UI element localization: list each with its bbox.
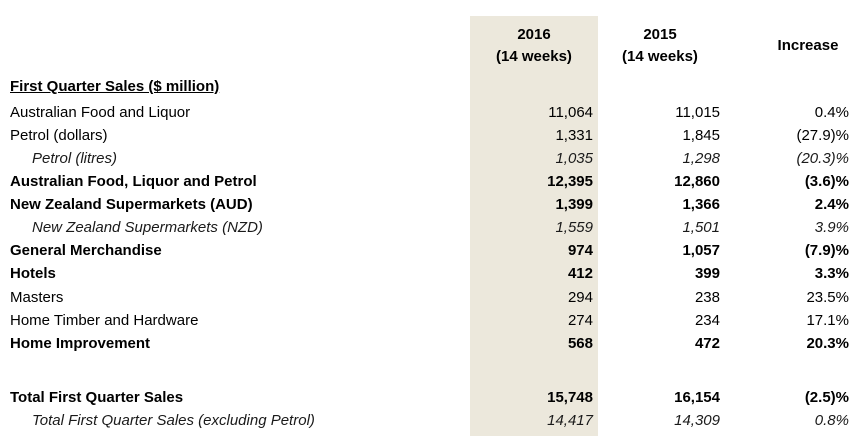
value-increase: 2.4% — [814, 196, 849, 213]
value-increase: 23.5% — [806, 289, 849, 306]
row-label: General Merchandise — [10, 242, 162, 259]
table-row: Australian Food and Liquor 11,064 11,015 0.… — [0, 101, 866, 124]
value-2015: 399 — [694, 265, 720, 282]
row-label: New Zealand Supermarkets (NZD) — [32, 219, 263, 236]
column-header-2015-period: (14 weeks) — [622, 48, 698, 65]
value-2015: 234 — [694, 312, 720, 329]
value-2015: 1,298 — [682, 150, 720, 167]
value-2016: 974 — [567, 242, 593, 259]
value-2016: 568 — [567, 335, 593, 352]
table-row: Total First Quarter Sales 15,748 16,154 (2.… — [0, 386, 866, 409]
value-increase: 0.8% — [814, 412, 849, 429]
value-increase: (2.5)% — [804, 389, 849, 406]
row-label: Home Improvement — [10, 335, 151, 352]
value-increase: (27.9)% — [796, 127, 849, 144]
value-increase: 20.3% — [806, 335, 849, 352]
row-label: Australian Food and Liquor — [10, 104, 191, 121]
value-2015: 1,366 — [682, 196, 720, 213]
row-label: New Zealand Supermarkets (AUD) — [10, 196, 253, 213]
row-label: Hotels — [10, 265, 56, 282]
row-label: Petrol (dollars) — [10, 127, 108, 144]
table-row: New Zealand Supermarkets (NZD) 1,559 1,501… — [0, 216, 866, 239]
value-2015: 11,015 — [675, 104, 720, 121]
value-2016: 1,559 — [555, 219, 593, 236]
column-header-2016: 2016 (14 weeks) — [470, 24, 598, 68]
table-row: General Merchandise 974 1,057 (7.9)% — [0, 239, 866, 262]
table-row: Petrol (dollars) 1,331 1,845 (27.9)% — [0, 124, 866, 147]
column-header-increase: Increase — [760, 35, 856, 57]
value-2015: 14,309 — [674, 412, 720, 429]
value-2016: 412 — [567, 265, 593, 282]
value-2015: 12,860 — [674, 173, 720, 190]
value-2015: 1,845 — [682, 127, 720, 144]
value-increase: (7.9)% — [804, 242, 849, 259]
value-2015: 1,057 — [682, 242, 720, 259]
row-label: Total First Quarter Sales — [10, 389, 184, 406]
table-row: Australian Food, Liquor and Petrol 12,395… — [0, 170, 866, 193]
value-increase: (3.6)% — [804, 173, 849, 190]
value-increase: 0.4% — [814, 104, 849, 121]
value-2015: 1,501 — [682, 219, 720, 236]
row-label: Home Timber and Hardware — [10, 312, 199, 329]
row-label: Total First Quarter Sales (excluding Pet… — [32, 412, 315, 429]
column-header-2015: 2015 (14 weeks) — [600, 24, 720, 68]
table-row: Home Timber and Hardware 274 234 17.1% — [0, 309, 866, 332]
value-2016: 274 — [567, 312, 593, 329]
value-2016: 294 — [567, 289, 593, 306]
column-header-increase-label: Increase — [777, 37, 839, 54]
column-header-2016-year: 2016 — [517, 26, 551, 43]
value-increase: 3.9% — [814, 219, 849, 236]
table-row: Masters 294 238 23.5% — [0, 286, 866, 309]
column-2016-shading — [470, 16, 598, 436]
table-row: New Zealand Supermarkets (AUD) 1,399 1,366… — [0, 193, 866, 216]
value-2016: 14,417 — [547, 412, 593, 429]
row-label: Masters — [10, 289, 64, 306]
row-label: Petrol (litres) — [32, 150, 118, 167]
table-row: Total First Quarter Sales (excluding Pet… — [0, 409, 866, 432]
column-header-2015-year: 2015 — [643, 26, 677, 43]
value-2016: 12,395 — [547, 173, 593, 190]
section-title: First Quarter Sales ($ million) — [10, 78, 220, 95]
row-label: Australian Food, Liquor and Petrol — [10, 173, 257, 190]
table-row: Petrol (litres) 1,035 1,298 (20.3)% — [0, 147, 866, 170]
value-2015: 238 — [694, 289, 720, 306]
value-increase: 3.3% — [814, 265, 849, 282]
value-2016: 1,331 — [555, 127, 593, 144]
table-row: Hotels 412 399 3.3% — [0, 262, 866, 285]
table-row: Home Improvement 568 472 20.3% — [0, 332, 866, 355]
value-2015: 16,154 — [674, 389, 720, 406]
value-2015: 472 — [694, 335, 720, 352]
value-2016: 1,399 — [555, 196, 593, 213]
value-2016: 11,064 — [548, 104, 593, 121]
value-increase: 17.1% — [806, 312, 849, 329]
value-2016: 15,748 — [547, 389, 593, 406]
value-increase: (20.3)% — [796, 150, 849, 167]
column-header-2016-period: (14 weeks) — [496, 48, 572, 65]
value-2016: 1,035 — [555, 150, 593, 167]
